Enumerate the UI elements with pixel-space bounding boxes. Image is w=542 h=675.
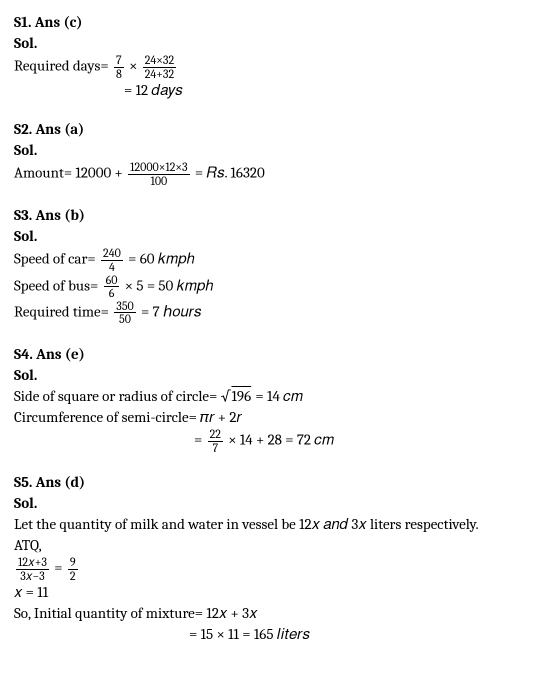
fraction: 9 2 bbox=[68, 556, 78, 582]
numerator: 240 bbox=[101, 247, 123, 261]
fraction: 240 4 bbox=[101, 247, 123, 273]
numerator: 60 bbox=[104, 274, 120, 288]
solution-s2: S2. Ans (a) Sol. Amount= 12000 + 12000×1… bbox=[14, 119, 528, 187]
s3-sol: Sol. bbox=[14, 226, 528, 247]
numerator: 24×32 bbox=[143, 54, 176, 68]
solution-s4: S4. Ans (e) Sol. Side of square or radiu… bbox=[14, 344, 528, 454]
text: = 60 𝑘𝑚𝑝ℎ bbox=[128, 250, 195, 268]
denominator: 100 bbox=[128, 175, 189, 188]
s5-line5: So, Initial quantity of mixture= 12𝑥 + 3… bbox=[14, 603, 528, 624]
s4-line1: Side of square or radius of circle= √196… bbox=[14, 386, 528, 407]
s3-line3: Required time= 350 50 = 7 ℎ𝑜𝑢𝑟𝑠 bbox=[14, 300, 528, 326]
solution-s5: S5. Ans (d) Sol. Let the quantity of mil… bbox=[14, 472, 528, 645]
s1-line2: = 12 𝑑𝑎𝑦𝑠 bbox=[14, 80, 528, 101]
text: Speed of bus= bbox=[14, 276, 102, 294]
s2-title: S2. Ans (a) bbox=[14, 119, 528, 140]
s4-title: S4. Ans (e) bbox=[14, 344, 528, 365]
s2-text-a: Amount= 12000 + bbox=[14, 164, 126, 182]
text: × 5 = 50 𝑘𝑚𝑝ℎ bbox=[125, 276, 214, 294]
s5-line2: ATQ, bbox=[14, 535, 528, 556]
denominator: 4 bbox=[101, 261, 123, 274]
denominator: 24+32 bbox=[143, 68, 176, 81]
numerator: 12000×12×3 bbox=[128, 161, 189, 175]
fraction: 60 6 bbox=[104, 274, 120, 300]
s1-line1: Required days= 7 8 × 24×32 24+32 bbox=[14, 54, 528, 80]
denominator: 50 bbox=[114, 313, 135, 326]
numerator: 9 bbox=[68, 556, 78, 570]
text: Side of square or radius of circle= √ bbox=[14, 387, 230, 405]
s5-line4: 𝑥 = 11 bbox=[14, 582, 528, 603]
s5-line3: 12𝑥+3 3𝑥−3 = 9 2 bbox=[14, 556, 528, 582]
numerator: 350 bbox=[114, 300, 135, 314]
s1-title: S1. Ans (c) bbox=[14, 12, 528, 33]
s4-line3: = 22 7 × 14 + 28 = 72 𝑐𝑚 bbox=[14, 428, 528, 454]
s2-sol: Sol. bbox=[14, 140, 528, 161]
fraction: 7 8 bbox=[114, 54, 124, 80]
fraction: 22 7 bbox=[208, 428, 223, 454]
numerator: 7 bbox=[114, 54, 124, 68]
s5-sol: Sol. bbox=[14, 493, 528, 514]
denominator: 6 bbox=[104, 287, 120, 300]
s4-line2: Circumference of semi-circle= 𝜋𝑟 + 2𝑟 bbox=[14, 407, 528, 428]
s5-line6: = 15 × 11 = 165 𝑙𝑖𝑡𝑒𝑟𝑠 bbox=[14, 624, 528, 645]
fraction: 350 50 bbox=[114, 300, 135, 326]
text: Required time= bbox=[14, 302, 112, 320]
text: = bbox=[194, 431, 206, 449]
solution-s3: S3. Ans (b) Sol. Speed of car= 240 4 = 6… bbox=[14, 205, 528, 326]
denominator: 8 bbox=[114, 68, 124, 81]
s4-sol: Sol. bbox=[14, 365, 528, 386]
s2-line1: Amount= 12000 + 12000×12×3 100 = 𝑅𝑠. 163… bbox=[14, 161, 528, 187]
s3-line2: Speed of bus= 60 6 × 5 = 50 𝑘𝑚𝑝ℎ bbox=[14, 274, 528, 300]
numerator: 12𝑥+3 bbox=[16, 556, 49, 570]
s1-sol: Sol. bbox=[14, 33, 528, 54]
fraction: 24×32 24+32 bbox=[143, 54, 176, 80]
s5-title: S5. Ans (d) bbox=[14, 472, 528, 493]
text: = 7 ℎ𝑜𝑢𝑟𝑠 bbox=[141, 302, 201, 320]
sqrt-value: 196 bbox=[230, 387, 252, 405]
numerator: 22 bbox=[208, 428, 223, 442]
denominator: 2 bbox=[68, 570, 78, 583]
text: = 14 𝑐𝑚 bbox=[252, 387, 303, 405]
denominator: 7 bbox=[208, 442, 223, 455]
solution-s1: S1. Ans (c) Sol. Required days= 7 8 × 24… bbox=[14, 12, 528, 101]
text: Speed of car= bbox=[14, 250, 99, 268]
s2-text-b: = 𝑅𝑠. 16320 bbox=[195, 164, 265, 182]
fraction: 12𝑥+3 3𝑥−3 bbox=[16, 556, 49, 582]
s1-mid: × bbox=[129, 57, 141, 75]
denominator: 3𝑥−3 bbox=[16, 570, 49, 583]
s3-line1: Speed of car= 240 4 = 60 𝑘𝑚𝑝ℎ bbox=[14, 247, 528, 273]
text: × 14 + 28 = 72 𝑐𝑚 bbox=[228, 431, 334, 449]
s3-title: S3. Ans (b) bbox=[14, 205, 528, 226]
s1-text: Required days= bbox=[14, 57, 112, 75]
s5-line1: Let the quantity of milk and water in ve… bbox=[14, 514, 528, 535]
fraction: 12000×12×3 100 bbox=[128, 161, 189, 187]
text: = bbox=[54, 559, 66, 577]
